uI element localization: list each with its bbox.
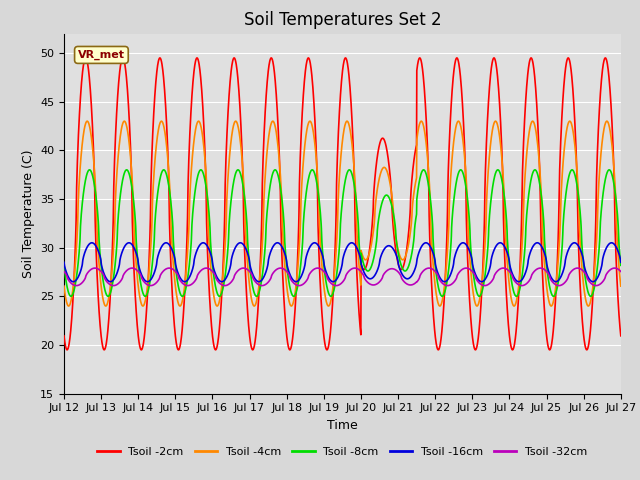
X-axis label: Time: Time	[327, 419, 358, 432]
Tsoil -2cm	[371, 177, 379, 182]
Tsoil -4cm	[584, 302, 591, 308]
Tsoil -32cm	[611, 265, 618, 271]
Tsoil -2cm	[216, 324, 223, 330]
Tsoil -32cm	[568, 268, 575, 274]
Line: Tsoil -4cm: Tsoil -4cm	[64, 121, 621, 306]
Tsoil -16cm	[607, 240, 615, 246]
Tsoil -32cm	[617, 269, 625, 275]
Tsoil -16cm	[60, 259, 68, 265]
Line: Tsoil -32cm: Tsoil -32cm	[64, 268, 621, 286]
Tsoil -8cm	[359, 258, 367, 264]
Tsoil -2cm	[568, 74, 575, 80]
Tsoil -2cm	[63, 347, 71, 353]
Tsoil -16cm	[568, 241, 575, 247]
Tsoil -2cm	[359, 265, 367, 271]
Tsoil -4cm	[60, 283, 68, 289]
Legend: Tsoil -2cm, Tsoil -4cm, Tsoil -8cm, Tsoil -16cm, Tsoil -32cm: Tsoil -2cm, Tsoil -4cm, Tsoil -8cm, Tsoi…	[93, 443, 592, 461]
Tsoil -4cm	[504, 273, 512, 278]
Tsoil -32cm	[504, 267, 512, 273]
Tsoil -4cm	[371, 214, 379, 219]
Tsoil -4cm	[216, 298, 223, 304]
Tsoil -8cm	[371, 250, 379, 256]
Tsoil -16cm	[216, 278, 223, 284]
Tsoil -32cm	[60, 269, 68, 275]
Tsoil -8cm	[67, 293, 75, 299]
Tsoil -32cm	[359, 271, 367, 277]
Tsoil -2cm	[60, 333, 68, 339]
Tsoil -4cm	[603, 118, 611, 124]
Tsoil -4cm	[568, 122, 575, 128]
Tsoil -8cm	[568, 167, 575, 173]
Tsoil -16cm	[584, 273, 591, 278]
Tsoil -16cm	[70, 279, 77, 285]
Tsoil -8cm	[605, 167, 613, 173]
Tsoil -8cm	[504, 251, 512, 257]
Tsoil -2cm	[584, 347, 591, 352]
Tsoil -4cm	[65, 303, 72, 309]
Title: Soil Temperatures Set 2: Soil Temperatures Set 2	[244, 11, 441, 29]
Line: Tsoil -16cm: Tsoil -16cm	[64, 243, 621, 282]
Tsoil -8cm	[60, 263, 68, 268]
Tsoil -16cm	[504, 253, 512, 259]
Tsoil -4cm	[359, 253, 367, 259]
Line: Tsoil -8cm: Tsoil -8cm	[64, 170, 621, 296]
Tsoil -2cm	[504, 322, 512, 327]
Y-axis label: Soil Temperature (C): Soil Temperature (C)	[22, 149, 35, 278]
Tsoil -8cm	[617, 263, 625, 268]
Tsoil -8cm	[216, 293, 223, 299]
Tsoil -8cm	[584, 286, 591, 292]
Tsoil -32cm	[72, 283, 80, 288]
Tsoil -2cm	[602, 55, 609, 61]
Tsoil -32cm	[371, 282, 379, 288]
Tsoil -16cm	[371, 273, 379, 278]
Tsoil -32cm	[216, 280, 223, 286]
Tsoil -4cm	[617, 283, 625, 289]
Text: VR_met: VR_met	[78, 50, 125, 60]
Tsoil -16cm	[359, 266, 367, 272]
Tsoil -32cm	[584, 276, 591, 281]
Tsoil -16cm	[617, 259, 625, 265]
Tsoil -2cm	[617, 333, 625, 339]
Line: Tsoil -2cm: Tsoil -2cm	[64, 58, 621, 350]
